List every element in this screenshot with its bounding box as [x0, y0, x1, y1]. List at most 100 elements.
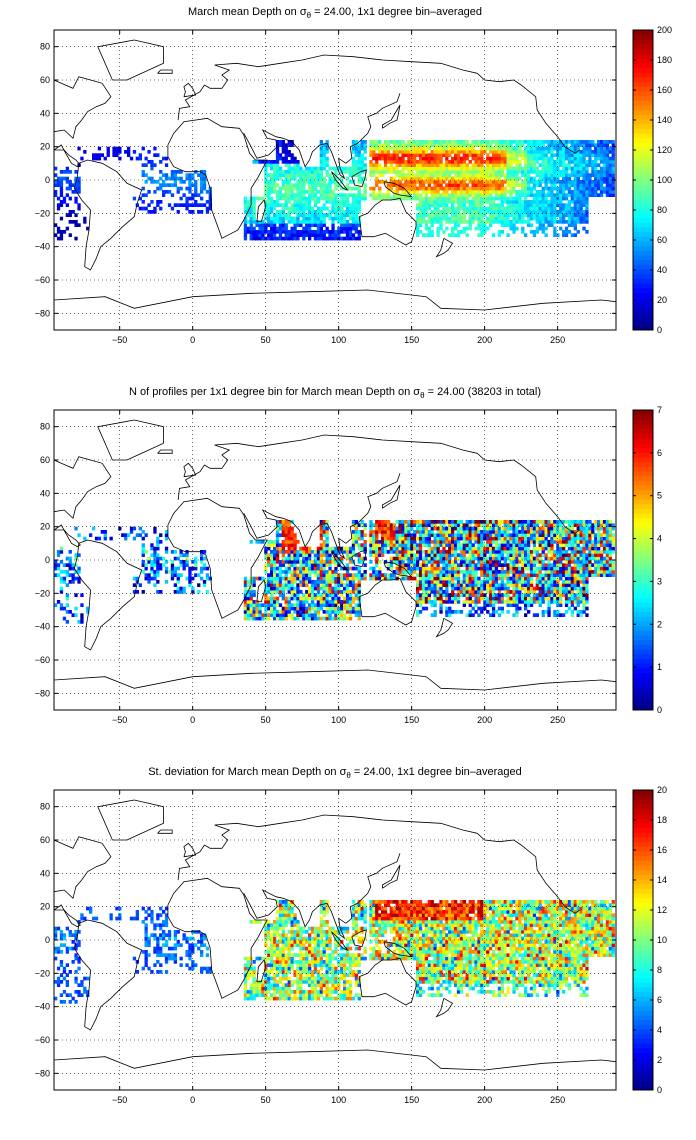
heatmap-cell	[562, 166, 566, 171]
heatmap-cell	[442, 566, 446, 571]
heatmap-cell	[345, 600, 350, 604]
heatmap-cell	[322, 213, 326, 217]
heatmap-cell	[576, 153, 580, 157]
heatmap-cell	[389, 550, 393, 554]
heatmap-cell	[325, 173, 329, 177]
heatmap-cell	[497, 220, 502, 224]
heatmap-cell	[445, 606, 449, 611]
heatmap-cell	[287, 536, 291, 541]
heatmap-cell	[418, 170, 423, 174]
heatmap-cell	[424, 520, 429, 524]
heatmap-cell	[345, 590, 350, 594]
heatmap-cell	[77, 176, 81, 181]
heatmap-cell	[398, 186, 402, 191]
heatmap-cell	[281, 606, 285, 611]
colorbar-segment	[633, 142, 653, 148]
heatmap-cell	[407, 196, 411, 201]
heatmap-cell	[456, 583, 461, 587]
heatmap-cell	[252, 590, 256, 594]
heatmap-cell	[325, 583, 329, 587]
heatmap-cell	[486, 596, 490, 601]
heatmap-cell	[328, 183, 332, 187]
heatmap-cell	[515, 166, 519, 171]
heatmap-cell	[375, 183, 379, 187]
heatmap-cell	[559, 170, 563, 174]
heatmap-cell	[497, 180, 502, 184]
heatmap-cell	[378, 550, 382, 554]
heatmap-cell	[132, 536, 137, 541]
heatmap-cell	[474, 203, 478, 207]
heatmap-cell	[544, 216, 548, 221]
heatmap-cell	[281, 550, 285, 554]
heatmap-cell	[535, 193, 539, 197]
heatmap-cell	[197, 573, 201, 577]
heatmap-cell	[421, 556, 426, 561]
heatmap-cell	[588, 186, 592, 191]
heatmap-cell	[337, 220, 341, 224]
heatmap-cell	[389, 166, 393, 171]
heatmap-cell	[442, 216, 446, 221]
heatmap-cell	[506, 220, 510, 224]
heatmap-cell	[372, 140, 376, 144]
heatmap-cell	[331, 203, 335, 207]
heatmap-cell	[410, 166, 414, 171]
heatmap-cell	[442, 180, 446, 184]
heatmap-cell	[80, 616, 84, 621]
heatmap-cell	[486, 146, 490, 151]
heatmap-cell	[494, 216, 499, 221]
coastline	[53, 76, 112, 140]
heatmap-cell	[392, 540, 396, 544]
heatmap-cell	[550, 193, 554, 197]
colorbar-segment	[633, 180, 653, 186]
heatmap-cell	[147, 176, 151, 181]
heatmap-cell	[173, 173, 177, 177]
heatmap-cell	[363, 143, 367, 147]
heatmap-cell	[611, 166, 615, 171]
heatmap-cell	[381, 156, 385, 161]
heatmap-cell	[305, 230, 309, 234]
heatmap-cell	[418, 210, 423, 214]
heatmap-cell	[588, 143, 592, 147]
heatmap-cell	[471, 613, 475, 617]
heatmap-cell	[249, 226, 253, 231]
heatmap-cell	[261, 226, 265, 231]
heatmap-cell	[451, 166, 455, 171]
heatmap-cell	[246, 593, 250, 597]
heatmap-cell	[191, 183, 195, 187]
heatmap-cell	[562, 176, 566, 181]
heatmap-cell	[144, 533, 148, 537]
heatmap-cell	[267, 206, 271, 211]
heatmap-cell	[576, 186, 580, 191]
heatmap-cell	[287, 140, 291, 144]
heatmap-cell	[299, 576, 303, 581]
heatmap-cell	[494, 210, 499, 214]
heatmap-cell	[334, 576, 338, 581]
heatmap-cell	[486, 563, 490, 567]
heatmap-cell	[471, 166, 475, 171]
heatmap-cell	[474, 530, 478, 534]
heatmap-cell	[348, 186, 353, 191]
heatmap-cell	[582, 163, 586, 167]
heatmap-cell	[275, 603, 280, 607]
heatmap-cell	[200, 176, 204, 181]
heatmap-cell	[547, 166, 551, 171]
heatmap-cell	[156, 546, 160, 551]
heatmap-cell	[264, 193, 268, 197]
heatmap-cell	[345, 573, 350, 577]
heatmap-cell	[299, 553, 303, 557]
heatmap-cell	[144, 193, 148, 197]
heatmap-cell	[351, 150, 356, 154]
grid-lines	[54, 30, 616, 330]
heatmap-cell	[459, 213, 464, 217]
heatmap-cell	[164, 163, 169, 167]
heatmap-cell	[243, 596, 248, 601]
heatmap-cell	[322, 590, 326, 594]
heatmap-cell	[430, 540, 434, 544]
heatmap-cell	[275, 546, 280, 551]
heatmap-cell	[576, 230, 580, 234]
heatmap-cell	[535, 230, 539, 234]
heatmap-cell	[345, 226, 350, 231]
heatmap-cell	[296, 166, 300, 171]
heatmap-cell	[337, 213, 341, 217]
heatmap-cell	[281, 226, 285, 231]
